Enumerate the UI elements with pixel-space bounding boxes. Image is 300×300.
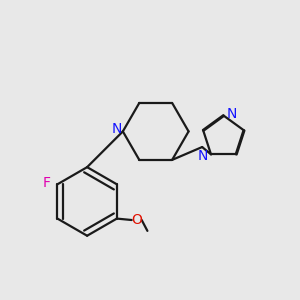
Text: F: F — [43, 176, 51, 190]
Text: N: N — [111, 122, 122, 136]
Text: N: N — [198, 149, 208, 163]
Text: O: O — [131, 213, 142, 227]
Text: N: N — [226, 107, 237, 121]
